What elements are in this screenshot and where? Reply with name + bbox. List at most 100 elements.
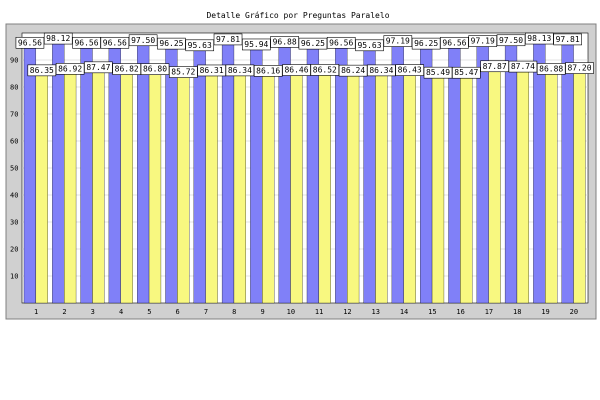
data-label: 86.34 [228, 66, 252, 75]
bar-series-2 [431, 72, 445, 304]
x-tick-label: 11 [315, 308, 323, 316]
bar-series-2 [488, 65, 501, 304]
data-label: 87.87 [483, 62, 507, 71]
y-tick-label: 50 [10, 165, 18, 173]
x-tick-label: 15 [428, 308, 436, 316]
y-tick-label: 20 [10, 246, 18, 254]
data-label: 95.63 [188, 41, 212, 50]
y-tick-label: 70 [10, 111, 18, 119]
x-tick-label: 9 [260, 308, 264, 316]
chart-title: Detalle Gráfico por Preguntas Paralelo [206, 11, 389, 20]
bar-series-1 [137, 39, 150, 304]
bar-series-1 [165, 42, 178, 304]
data-label: 96.88 [273, 37, 297, 46]
bar-series-1 [335, 42, 348, 304]
data-label: 86.16 [256, 66, 280, 75]
data-label: 95.63 [357, 41, 381, 50]
data-label: 87.47 [86, 63, 110, 72]
bar-series-2 [460, 72, 473, 304]
data-label-box [185, 39, 215, 52]
bar-series-2 [318, 69, 331, 304]
data-label: 86.80 [143, 65, 167, 74]
data-label: 85.49 [426, 68, 450, 77]
data-label: 86.31 [200, 66, 224, 75]
data-label: 85.47 [454, 68, 478, 77]
x-tick-label: 7 [204, 308, 208, 316]
data-label: 86.92 [58, 64, 82, 73]
x-tick-label: 3 [91, 308, 95, 316]
data-label: 86.88 [539, 64, 563, 73]
data-label-box [565, 62, 594, 74]
y-tick-label: 30 [10, 219, 18, 227]
data-label-box [452, 66, 481, 79]
bar-series-1 [193, 44, 206, 304]
bar-series-1 [363, 44, 376, 304]
data-label: 96.25 [414, 39, 438, 48]
bar-series-2 [262, 70, 275, 304]
bar-series-2 [35, 69, 48, 304]
bar-series-2 [573, 67, 586, 304]
bar-series-2 [375, 69, 388, 304]
data-label: 96.25 [159, 39, 183, 48]
bar-series-1 [278, 41, 291, 304]
data-label-box [553, 33, 582, 46]
x-tick-label: 6 [176, 308, 180, 316]
bar-series-1 [250, 43, 263, 304]
data-label: 87.20 [567, 64, 591, 73]
data-label: 86.52 [313, 65, 337, 74]
data-label-box [411, 37, 441, 50]
x-tick-label: 18 [513, 308, 521, 316]
x-axis-ticks: 1 2 3 4 5 6 7 8 9 10 11 12 13 14 15 16 17 18 19 20 [34, 308, 578, 316]
data-label: 96.56 [442, 38, 466, 47]
x-tick-label: 10 [287, 308, 295, 316]
data-label-box [213, 33, 243, 46]
data-label: 96.25 [301, 39, 325, 48]
y-tick-label: 10 [10, 273, 18, 281]
data-label-box [112, 63, 142, 75]
bar-series-2 [205, 69, 218, 304]
x-tick-label: 13 [372, 308, 380, 316]
data-label: 98.13 [527, 34, 551, 43]
bar-series-2 [64, 68, 77, 304]
x-tick-label: 20 [570, 308, 578, 316]
bar-series-2 [545, 68, 558, 304]
data-label-box [225, 64, 255, 77]
x-tick-label: 17 [485, 308, 493, 316]
x-tick-label: 5 [147, 308, 151, 316]
data-label-box [480, 60, 509, 73]
data-label: 86.46 [284, 66, 308, 75]
bar-series-2 [120, 68, 133, 304]
bar-series-2 [403, 69, 416, 304]
x-tick-label: 8 [232, 308, 236, 316]
bar-series-1 [306, 42, 320, 304]
bar-series-1 [533, 37, 546, 304]
data-label-box [338, 64, 368, 77]
y-tick-label: 90 [10, 57, 18, 65]
data-label: 86.82 [115, 65, 139, 74]
x-tick-label: 12 [343, 308, 351, 316]
bar-series-1 [52, 37, 65, 304]
data-label: 96.56 [74, 38, 98, 47]
data-label-box [395, 64, 425, 76]
data-label-box [197, 64, 226, 77]
bars [23, 37, 586, 304]
data-label: 97.19 [386, 37, 410, 46]
data-label: 96.56 [18, 38, 42, 47]
bar-series-1 [476, 40, 489, 304]
bar-series-2 [148, 68, 162, 304]
bar-series-2 [177, 71, 190, 304]
data-label-box [169, 66, 198, 78]
bar-series-2 [347, 70, 360, 304]
data-label-box [27, 64, 57, 77]
data-label: 97.50 [131, 36, 155, 45]
data-label: 86.43 [398, 66, 422, 75]
data-label: 96.56 [329, 38, 353, 47]
data-label: 98.12 [46, 34, 70, 43]
data-label: 97.81 [216, 35, 240, 44]
data-label: 86.24 [341, 66, 365, 75]
data-label-box [355, 39, 384, 52]
data-label-box [55, 63, 85, 75]
x-tick-label: 4 [119, 308, 123, 316]
data-labels: 96.56 86.35 98.12 86.92 96.56 87.47 96.56 86.82… [15, 32, 594, 79]
